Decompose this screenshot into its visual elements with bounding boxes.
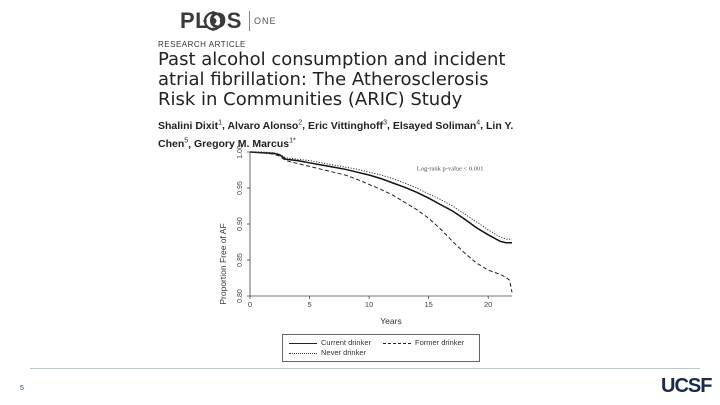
x-tick-label: 10 [365, 300, 373, 309]
footer-divider [30, 368, 700, 369]
author-name: Gregory M. Marcus1* [194, 137, 296, 151]
x-tick-label: 15 [424, 300, 432, 309]
ucsf-logo: UCSF [661, 375, 712, 397]
legend-label-former: Former drinker [415, 338, 465, 347]
y-tick-label: 1.00 [237, 145, 244, 159]
x-axis-label: Years [380, 316, 401, 326]
y-axis-label: Proportion Free of AF [218, 223, 228, 304]
chart-legend: Current drinker Former drinker Never dri… [282, 334, 480, 362]
plos-brand: PLOS [180, 8, 242, 33]
author-affiliation: 4 [476, 119, 481, 126]
paper-page: PLOS ONE RESEARCH ARTICLE Past alcohol c… [150, 0, 530, 340]
series-line-former-drinker [249, 151, 513, 293]
author-name: Elsayed Soliman4 [392, 119, 481, 132]
legend-swatch-current [289, 343, 317, 344]
legend-label-never: Never drinker [321, 348, 367, 357]
x-tick-label: 5 [307, 300, 311, 309]
author-affiliation: 1* [289, 137, 296, 145]
author-list: Shalini Dixit1, Alvaro Alonso2, Eric Vit… [158, 119, 514, 151]
legend-swatch-never [289, 353, 317, 354]
author-name: Lin Y. Chen5 [158, 119, 514, 151]
author-affiliation: 1 [218, 119, 222, 126]
author-affiliation: 5 [184, 137, 189, 145]
author-name: Eric Vittinghoff3 [308, 119, 387, 132]
x-tick-label: 20 [484, 300, 492, 309]
paper-title: Past alcohol consumption and incident at… [158, 49, 506, 110]
page-number: 5 [20, 385, 24, 392]
y-tick-label: 0.85 [237, 253, 244, 267]
x-tick-label: 0 [248, 300, 252, 309]
series-line-never-drinker [250, 151, 512, 240]
y-tick-label: 0.80 [237, 289, 244, 303]
author-name: Shalini Dixit1 [158, 119, 222, 132]
author-affiliation: 2 [298, 119, 303, 126]
plos-brand-suffix: ONE [254, 16, 277, 26]
article-type: RESEARCH ARTICLE [158, 40, 246, 49]
series-line-current-drinker [249, 151, 512, 244]
brand-separator [249, 11, 250, 31]
y-tick-label: 0.95 [237, 181, 244, 195]
chart-annotation: Log-rank p-value < 0.001 [417, 166, 484, 173]
author-name: Alvaro Alonso2 [227, 119, 303, 132]
plos-logo-icon [203, 11, 224, 31]
legend-swatch-former [383, 343, 411, 344]
legend-label-current: Current drinker [321, 338, 372, 347]
author-affiliation: 3 [383, 119, 387, 126]
y-tick-label: 0.90 [237, 217, 244, 231]
